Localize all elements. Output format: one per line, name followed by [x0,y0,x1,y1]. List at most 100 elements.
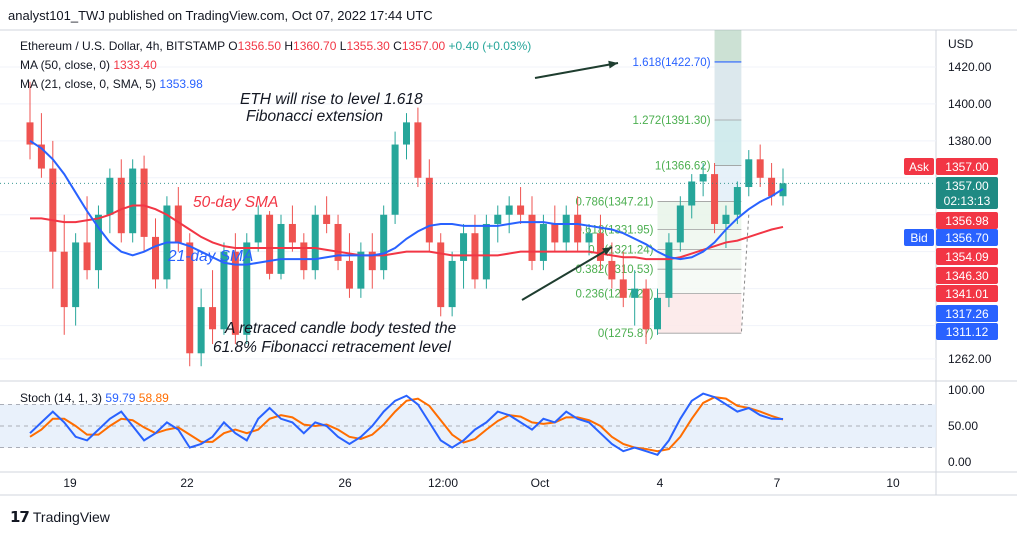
price-badge-value: 1311.12 [946,325,989,339]
candle [72,233,80,326]
candle-body [117,177,125,234]
candle-body [60,251,68,308]
time-axis-tick: 22 [180,476,194,490]
candle-body [528,214,536,261]
candle [380,205,388,280]
stoch-axis-tick: 0.00 [948,455,972,469]
annotation-arrows [521,60,619,301]
candle [345,233,353,298]
candle [596,214,604,271]
annotation-sma50: 50-day SMA [193,194,278,211]
price-axis-tick: 1420.00 [948,60,992,74]
candle-body [414,122,422,178]
candle [152,218,159,289]
candle-body [106,177,114,215]
candle [699,163,707,197]
candle [768,163,776,206]
price-badge-label-bg [904,229,934,246]
candle [482,214,490,289]
candle [448,251,456,317]
candle [129,159,137,243]
candle [425,159,433,252]
candle-body [357,251,365,289]
upper-arrow [534,62,619,79]
candle [106,168,114,234]
candle [174,187,182,252]
candle-body [608,260,616,280]
candle-body [688,181,696,206]
price-badge-bg [936,248,998,265]
candle [654,288,661,335]
candle-body [494,214,502,224]
candle [231,233,239,345]
candle-body [517,205,525,215]
price-badge: 1341.01 [936,285,998,302]
annotation-top-line2: Fibonacci extension [246,108,383,125]
candle-body [323,214,331,224]
candle [665,233,673,308]
price-badge-value: 1356.70 [945,231,989,245]
price-badge-bg [936,158,998,175]
brand-label: TradingView [32,509,110,525]
candle-body [209,307,217,330]
candle [756,144,764,188]
candle [505,196,513,234]
candle [642,279,650,345]
time-axis-tick: 12:00 [428,476,458,490]
fib-zone [657,293,742,334]
candle-body [368,251,376,271]
price-badge: 1356.98 [936,212,998,229]
time-axis-tick: 26 [338,476,352,490]
candle [528,196,536,271]
fib-level-label: 0(1275.87) [598,328,654,340]
tradingview-brand[interactable]: 𝟭𝟳 TradingView [10,508,110,526]
candle-body [174,205,182,243]
candle-body [631,288,639,298]
price-badge-bg [936,229,998,246]
candle-body [345,260,353,289]
candle-body [49,168,57,252]
annotation-sma21: 21-day SMA [167,248,253,265]
candle [300,233,308,280]
candle [186,233,194,367]
price-badge-value: 1357.00 [945,179,989,193]
candle-body [711,174,719,224]
candle-body [300,242,308,271]
price-badge-label: Bid [910,231,927,245]
candle [140,155,148,252]
candle-body [574,214,582,243]
candle-body [619,279,627,298]
candle [49,140,57,289]
candle-body [699,174,707,182]
price-badge-label-bg [904,158,934,175]
fib-zone [714,61,742,120]
candle [266,211,274,280]
price-badge-bg [936,267,998,284]
price-axis-tick: 1262.00 [948,352,992,366]
candle [209,270,217,345]
fib-level-label: 1(1366.62) [655,161,711,173]
candle [357,242,365,298]
candle-body [129,168,137,234]
candle-body [83,242,91,271]
candle [494,205,502,243]
candle-body [665,242,673,298]
candle [391,131,399,224]
fib-top-zone [714,30,742,62]
price-badge: 1311.12 [936,323,998,340]
candle [197,288,205,367]
candle-body [745,159,753,188]
candle [368,233,376,289]
candle [414,107,422,188]
price-badge-value: 1346.30 [945,269,989,283]
candle-body [460,233,468,261]
fib-zone [657,249,742,270]
candle [711,163,719,234]
price-badge: 1356.70 Bid [904,229,998,246]
price-badge-bg [936,285,998,302]
legend-ma50: MA (50, close, 0) 1333.40 [20,58,157,72]
price-badge-value: 1357.00 [945,160,989,174]
candle-body [72,242,80,308]
price-badge-bg [936,323,998,340]
